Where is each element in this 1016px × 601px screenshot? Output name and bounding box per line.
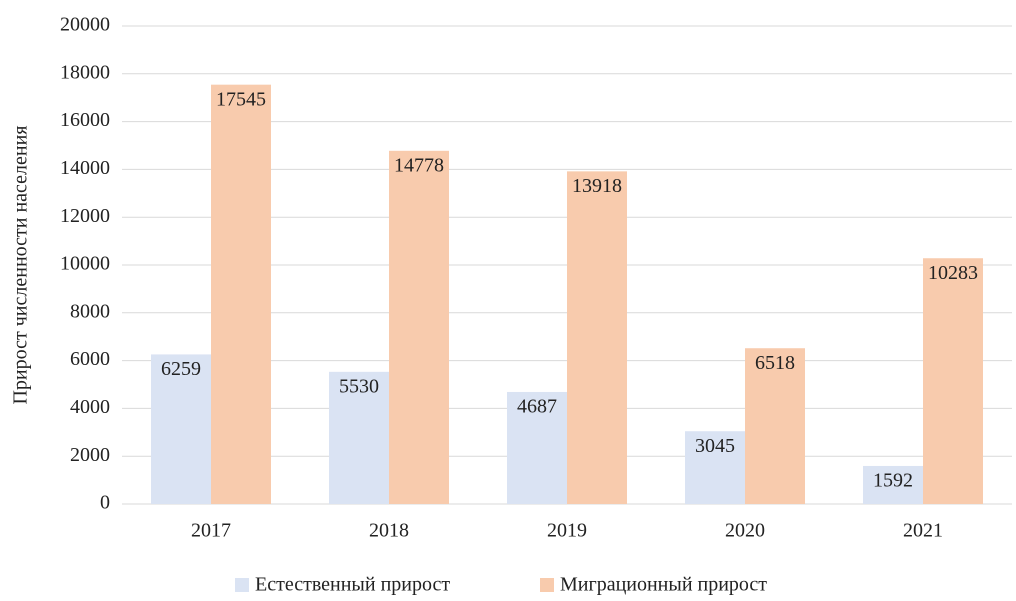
legend-label: Естественный прирост	[255, 574, 450, 596]
data-label: 4687	[517, 396, 557, 418]
y-tick-label: 4000	[70, 396, 110, 418]
bar	[685, 431, 745, 504]
legend-label: Миграционный прирост	[560, 574, 767, 596]
bar	[567, 171, 627, 504]
x-tick-label: 2017	[191, 520, 231, 542]
bar	[389, 150, 449, 505]
y-tick-label: 14000	[60, 157, 110, 179]
data-label: 5530	[339, 375, 379, 397]
y-tick-label: 12000	[60, 205, 110, 227]
data-label: 13918	[572, 175, 622, 197]
data-label: 6259	[161, 358, 201, 380]
bar	[507, 391, 567, 504]
data-label: 6518	[755, 352, 795, 374]
data-label: 3045	[695, 435, 735, 457]
x-tick-label: 2021	[903, 520, 943, 542]
data-label: 17545	[216, 88, 266, 110]
y-tick-label: 0	[100, 492, 110, 514]
data-label: 14778	[394, 154, 444, 176]
bar	[863, 465, 923, 504]
x-tick-label: 2018	[369, 520, 409, 542]
bar	[745, 348, 805, 504]
y-tick-label: 16000	[60, 109, 110, 131]
bar	[151, 354, 211, 504]
x-tick-label: 2020	[725, 520, 765, 542]
legend-swatch	[235, 578, 249, 592]
y-tick-label: 20000	[60, 14, 110, 36]
data-label: 1592	[873, 470, 913, 492]
y-tick-label: 2000	[70, 444, 110, 466]
bar	[923, 258, 983, 504]
x-tick-label: 2019	[547, 520, 587, 542]
y-axis-label: Прирост численности населения	[10, 125, 32, 404]
bar	[329, 371, 389, 504]
y-tick-label: 6000	[70, 348, 110, 370]
y-tick-label: 8000	[70, 300, 110, 322]
bar	[211, 84, 271, 504]
y-tick-label: 10000	[60, 253, 110, 275]
y-tick-label: 18000	[60, 61, 110, 83]
legend-swatch	[540, 578, 554, 592]
data-label: 10283	[928, 262, 978, 284]
